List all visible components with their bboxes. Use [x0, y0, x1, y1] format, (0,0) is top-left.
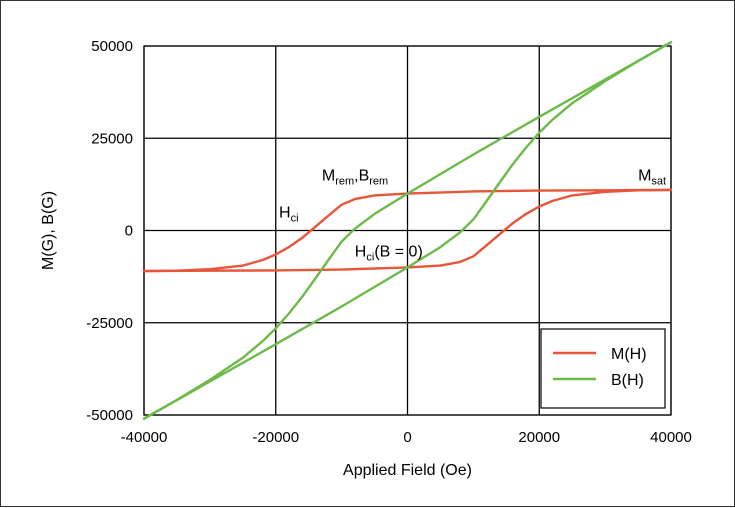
x-tick-labels: -40000 -20000 0 20000 40000 — [121, 429, 692, 446]
series-line-bh-ascending — [142, 41, 673, 420]
annotation-label: Mrem,Brem — [322, 168, 388, 188]
annotation-label: Hci(B = 0) — [355, 243, 423, 263]
legend-label: M(H) — [611, 346, 647, 363]
x-tick-label: 20000 — [518, 429, 560, 446]
series-line-bh-descending — [142, 41, 673, 420]
x-axis-label: Applied Field (Oe) — [343, 462, 472, 479]
y-tick-label: 50000 — [91, 38, 133, 55]
annotation-label: Hci — [279, 205, 299, 225]
x-tick-label: 40000 — [650, 429, 692, 446]
annotation-label: Msat — [638, 168, 666, 188]
plot-area-border — [143, 45, 672, 416]
x-tick-label: -40000 — [121, 429, 168, 446]
y-tick-label: -25000 — [86, 315, 133, 332]
annotations: Msat Mrem,Brem Hci Hci(B = 0) — [279, 168, 666, 264]
legend: M(H) B(H) — [540, 328, 666, 409]
y-tick-labels: -50000 -25000 0 25000 50000 — [86, 38, 133, 424]
y-tick-label: 25000 — [91, 130, 133, 147]
data-curves — [142, 41, 673, 420]
x-tick-label: 0 — [403, 429, 411, 446]
y-axis-label: M(G), B(G) — [40, 191, 57, 270]
series-line-mh-descending — [142, 188, 673, 273]
y-tick-label: 0 — [125, 223, 133, 240]
legend-label: B(H) — [611, 372, 644, 389]
legend-box — [540, 328, 666, 409]
series-line-mh-ascending — [142, 188, 673, 273]
y-tick-label: -50000 — [86, 407, 133, 424]
x-tick-label: -20000 — [252, 429, 299, 446]
